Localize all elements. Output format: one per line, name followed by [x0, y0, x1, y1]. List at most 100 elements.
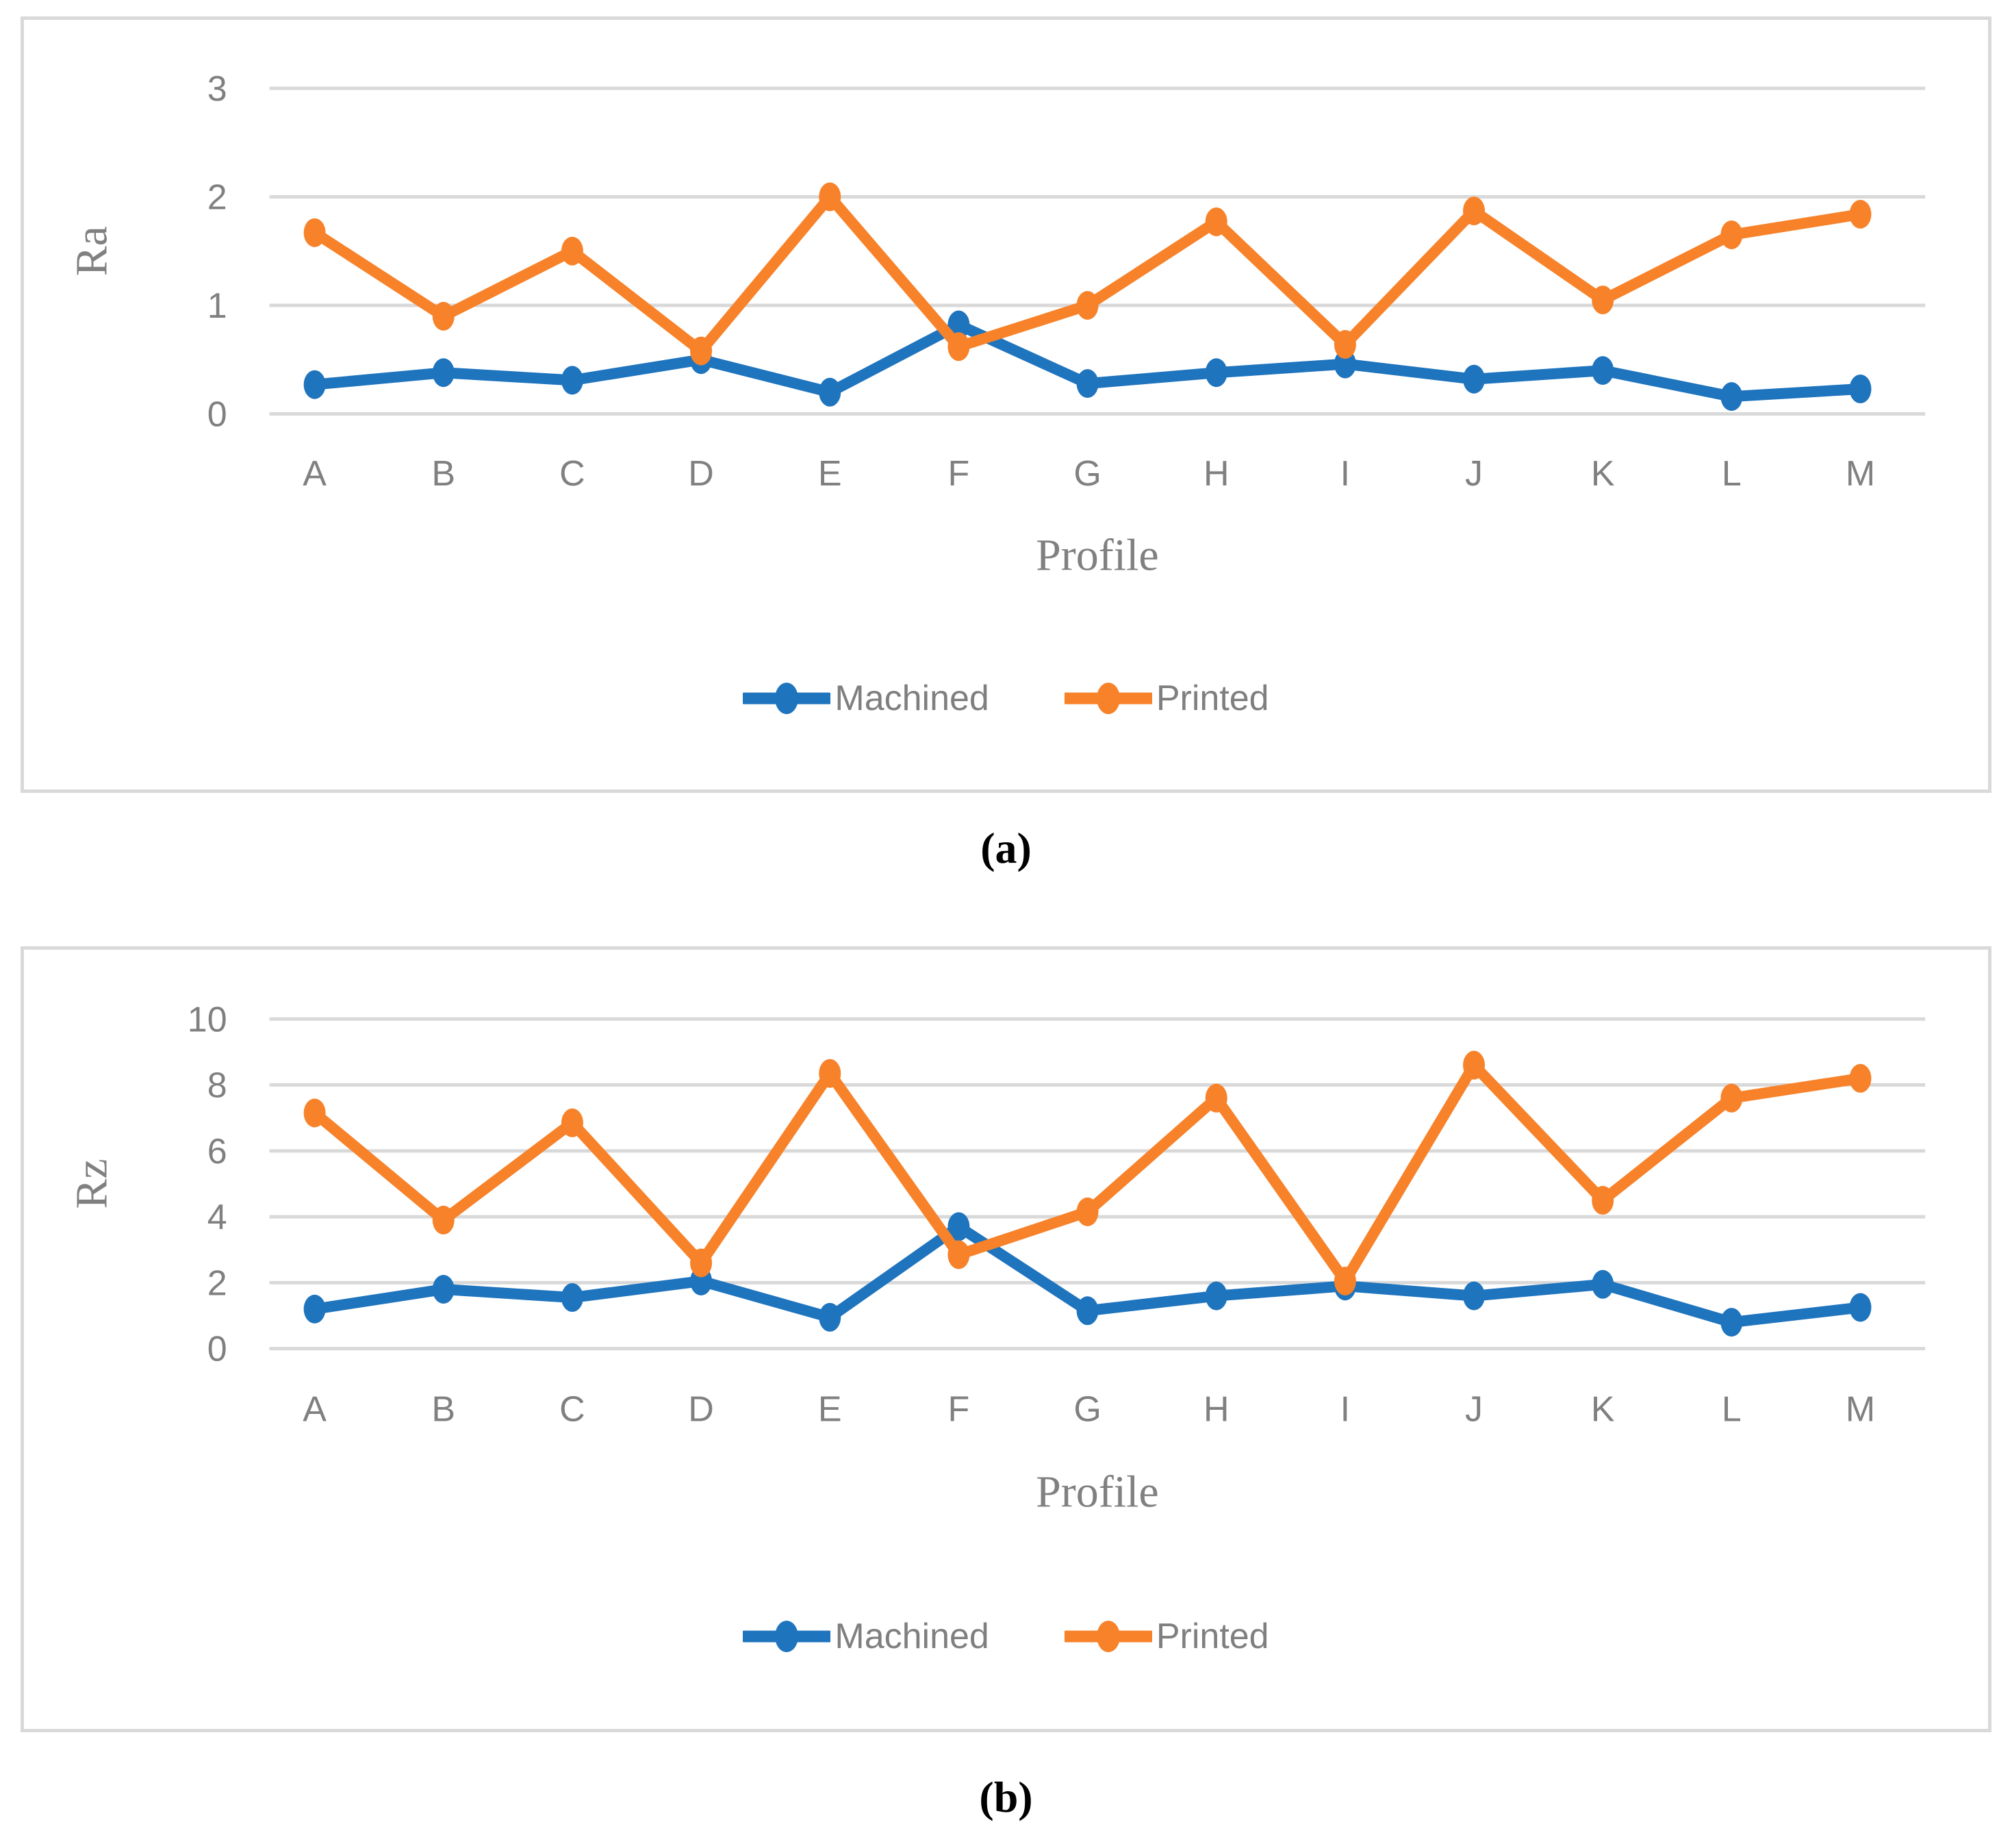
data-point-printed — [561, 1108, 583, 1137]
data-point-machined — [819, 377, 841, 407]
x-tick-label: M — [1846, 1389, 1875, 1429]
data-point-machined — [1720, 1308, 1743, 1337]
x-tick-label: A — [303, 454, 327, 494]
data-point-machined — [1076, 1296, 1099, 1326]
data-point-machined — [1592, 1269, 1614, 1299]
chart-panel-rz: 0 2 4 6 8 10 A B C D E F G H I J K L M Profile Rz Machined Pr… — [21, 946, 1991, 1732]
x-tick-label: G — [1073, 454, 1101, 494]
data-point-printed — [690, 336, 713, 366]
y-tick-label: 8 — [207, 1066, 227, 1106]
legend-marker-icon — [743, 683, 831, 714]
legend-label: Machined — [835, 679, 989, 718]
x-tick-label: M — [1846, 454, 1875, 494]
data-point-machined — [1592, 356, 1614, 385]
x-tick-label: L — [1722, 454, 1742, 494]
x-tick-label: F — [948, 1389, 970, 1429]
data-point-machined — [947, 1212, 970, 1241]
data-point-machined — [561, 366, 583, 395]
x-tick-label: I — [1340, 1389, 1350, 1429]
legend-item-machined: Machined — [743, 679, 989, 718]
y-tick-label: 0 — [207, 394, 227, 434]
x-tick-label: L — [1722, 1389, 1742, 1429]
data-point-machined — [303, 1294, 326, 1324]
y-tick-label: 3 — [207, 69, 227, 109]
data-point-printed — [1076, 291, 1099, 320]
data-point-machined — [1463, 364, 1486, 394]
caption-b: (b) — [979, 1773, 1033, 1821]
series-line-printed — [309, 191, 1866, 357]
data-point-printed — [1205, 1083, 1227, 1113]
x-tick-label: E — [818, 1389, 842, 1429]
legend-rz: Machined Printed — [24, 1617, 1988, 1656]
data-point-machined — [432, 358, 455, 388]
legend-label: Machined — [835, 1617, 989, 1656]
x-axis-title: Profile — [1036, 531, 1159, 581]
legend-item-printed: Printed — [1064, 1617, 1269, 1656]
x-tick-label: B — [431, 454, 455, 494]
y-axis-title: Ra — [66, 226, 116, 276]
data-point-printed — [1076, 1197, 1099, 1226]
data-point-printed — [432, 1205, 455, 1235]
legend-marker-icon — [1064, 683, 1152, 714]
data-point-machined — [819, 1302, 841, 1332]
legend-item-printed: Printed — [1064, 679, 1269, 718]
x-tick-label: F — [948, 454, 970, 494]
legend-label: Printed — [1156, 1617, 1269, 1656]
x-tick-label: I — [1340, 454, 1350, 494]
legend-item-machined: Machined — [743, 1617, 989, 1656]
x-tick-label: K — [1591, 454, 1615, 494]
y-tick-label: 2 — [207, 1263, 227, 1303]
data-point-printed — [1592, 286, 1614, 315]
legend-marker-dot — [1096, 683, 1120, 714]
data-point-printed — [1334, 1266, 1356, 1295]
y-tick-label: 6 — [207, 1132, 227, 1172]
data-point-printed — [1463, 197, 1486, 226]
data-point-machined — [1076, 369, 1099, 398]
data-point-printed — [1334, 330, 1356, 359]
data-point-machined — [1205, 358, 1227, 388]
x-tick-label: B — [431, 1389, 455, 1429]
x-tick-label: G — [1073, 1389, 1101, 1429]
data-point-printed — [819, 1059, 841, 1088]
data-point-printed — [1849, 199, 1872, 229]
legend-marker-dot — [775, 1621, 799, 1652]
x-tick-label: H — [1204, 454, 1230, 494]
chart-panel-ra: 0 1 2 3 A B C D E F G H I J K L M Profile Ra Machined Print… — [21, 16, 1991, 793]
data-point-printed — [432, 301, 455, 331]
legend-marker-dot — [775, 683, 799, 714]
data-point-printed — [1849, 1063, 1872, 1093]
y-axis-title: Rz — [66, 1159, 116, 1208]
y-tick-label: 2 — [207, 178, 227, 218]
data-point-printed — [690, 1248, 713, 1278]
x-tick-label: J — [1465, 454, 1483, 494]
x-tick-label: K — [1591, 1389, 1615, 1429]
data-point-machined — [1849, 375, 1872, 404]
x-tick-label: C — [559, 1389, 585, 1429]
ra-line-chart: 0 1 2 3 A B C D E F G H I J K L M Profile Ra — [66, 69, 1926, 581]
x-tick-label: C — [559, 454, 585, 494]
legend-label: Printed — [1156, 679, 1269, 718]
rz-line-chart: 0 2 4 6 8 10 A B C D E F G H I J K L M Profile Rz — [66, 1000, 1926, 1517]
data-point-printed — [1592, 1186, 1614, 1215]
y-tick-label: 1 — [207, 286, 227, 326]
data-point-machined — [1720, 382, 1743, 412]
x-tick-label: D — [688, 454, 714, 494]
data-point-machined — [303, 370, 326, 399]
x-tick-label: D — [688, 1389, 714, 1429]
x-tick-label: J — [1465, 1389, 1483, 1429]
caption-a: (a) — [980, 824, 1032, 872]
y-tick-label: 10 — [188, 1000, 227, 1039]
legend-marker-icon — [1064, 1621, 1152, 1652]
legend-marker-dot — [1096, 1621, 1120, 1652]
data-point-printed — [303, 218, 326, 247]
series-line-printed — [309, 1059, 1866, 1287]
data-point-printed — [1205, 207, 1227, 236]
x-axis-title: Profile — [1036, 1467, 1159, 1517]
data-point-printed — [947, 1240, 970, 1269]
data-point-printed — [819, 182, 841, 212]
y-tick-label: 4 — [207, 1198, 227, 1237]
x-tick-label: H — [1204, 1389, 1230, 1429]
data-point-printed — [303, 1098, 326, 1128]
y-tick-label: 0 — [207, 1330, 227, 1369]
data-point-machined — [1849, 1293, 1872, 1322]
